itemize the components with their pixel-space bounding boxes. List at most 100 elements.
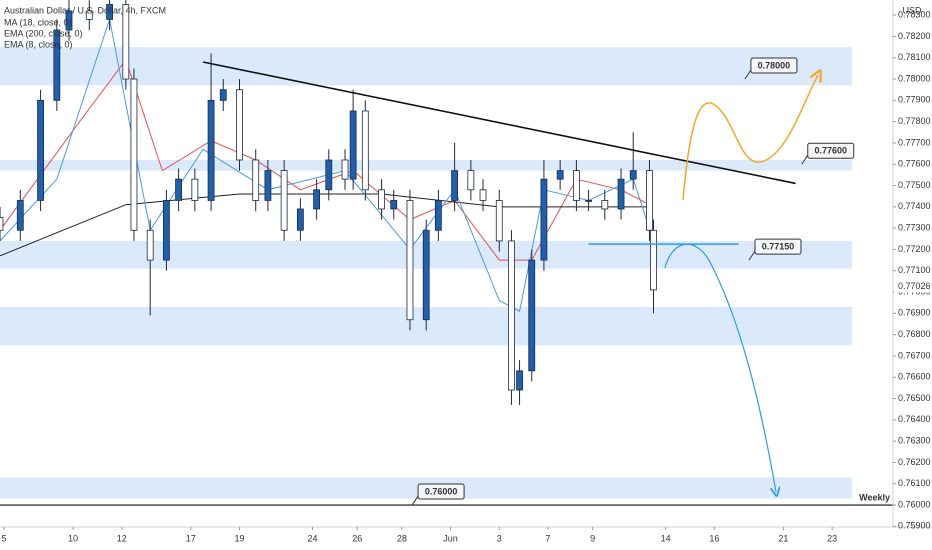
candle-body (191, 178, 199, 201)
candle-body (280, 170, 288, 231)
candle-body (540, 178, 548, 261)
candle-body (390, 200, 398, 210)
projection-arrow (664, 243, 776, 492)
currency: USD (902, 5, 922, 15)
candle-body (207, 99, 215, 201)
x-tick-label: 12 (117, 533, 127, 543)
y-tick-label: 0.77500 (898, 180, 931, 190)
y-tick-label: 0.76600 (898, 372, 931, 382)
y-tick-label: 0.76900 (898, 308, 931, 318)
callout-label: 0.77600 (814, 146, 847, 156)
candle-body (422, 229, 430, 321)
y-tick-label: 0.77100 (898, 265, 931, 275)
level-label: Weekly (859, 492, 890, 502)
candle-body (175, 178, 183, 201)
candle-body (313, 189, 321, 210)
callout-box (754, 238, 802, 255)
candle-body (556, 170, 564, 180)
zone (0, 47, 852, 86)
y-tick-label: 0.78200 (898, 31, 931, 41)
candle-body (53, 29, 61, 101)
callout-label: 0.76000 (425, 486, 458, 496)
y-tick-label: 0.77600 (898, 159, 931, 169)
y-tick-label: 0.78300 (898, 9, 931, 19)
y-tick-label: 0.76000 (898, 499, 931, 509)
x-tick-label: 14 (661, 533, 671, 543)
y-tick-label: 0.76700 (898, 350, 931, 360)
callout-label: 0.78000 (758, 60, 791, 70)
candle-body (65, 10, 73, 31)
y-tick-label: 0.77200 (898, 244, 931, 254)
legend-entry: MA (18, close, 0) (4, 17, 72, 27)
candle-body (617, 178, 625, 210)
y-tick-label: 0.76300 (898, 436, 931, 446)
callout-box (750, 57, 798, 74)
callout-box (807, 142, 855, 159)
zone (0, 159, 852, 171)
y-tick-label: 0.76800 (898, 329, 931, 339)
candle-body (122, 4, 130, 80)
x-tick-label: 9 (590, 533, 595, 543)
callout-pointer (744, 69, 752, 80)
chart-title: Australian Dollar / U.S. Dollar, 4h, FXC… (4, 5, 166, 15)
candle-body (146, 229, 154, 261)
candle-body (37, 99, 44, 201)
y-tick-label: 0.77400 (898, 201, 931, 211)
x-tick-label: 21 (778, 533, 788, 543)
candle-body (479, 189, 487, 201)
last-price-label: 0.77026 (898, 281, 931, 291)
y-tick-label: 0.76400 (898, 414, 931, 424)
candle-body (467, 170, 475, 191)
moving-average (0, 193, 650, 257)
candle-body (406, 200, 414, 321)
last-price-box (894, 280, 932, 293)
x-tick-label: 3 (497, 533, 502, 543)
candle-body (629, 170, 637, 180)
candle-body (16, 200, 24, 231)
candle-body (341, 159, 349, 180)
candle-body (451, 170, 459, 201)
candle-body (434, 200, 442, 231)
candle-body (495, 200, 503, 242)
y-tick-label: 0.77300 (898, 223, 931, 233)
candle-body (163, 200, 170, 261)
candle-body (516, 370, 523, 391)
y-tick-label: 0.78100 (898, 52, 931, 62)
candle-body (106, 4, 113, 20)
candle-body (219, 89, 227, 101)
legend-entry: EMA (8, close, 0) (4, 39, 73, 49)
y-tick-label: 0.77800 (898, 116, 931, 126)
trendline (202, 61, 796, 185)
x-tick-label: 24 (308, 533, 318, 543)
x-tick-label: 17 (186, 533, 196, 543)
candle-body (361, 110, 369, 191)
projection-arrow (682, 75, 818, 201)
candle-body (296, 208, 304, 231)
candle-body (585, 200, 592, 202)
x-tick-label: 7 (545, 533, 550, 543)
candle-body (572, 170, 580, 201)
x-tick-label: 28 (397, 533, 407, 543)
x-tick-label: 26 (352, 533, 362, 543)
candle-body (508, 240, 515, 391)
candle-body (0, 217, 4, 231)
callout-pointer (748, 250, 756, 261)
y-tick-label: 0.75900 (898, 521, 931, 531)
price-axis (893, 0, 932, 550)
candle-body (252, 159, 260, 201)
y-tick-label: 0.78000 (898, 73, 931, 83)
legend-entry: EMA (200, close, 0) (4, 28, 83, 38)
candle-body (85, 10, 93, 20)
candle-body (264, 170, 272, 201)
x-tick-label: 23 (827, 533, 837, 543)
x-tick-label: 10 (68, 533, 78, 543)
x-tick-label: 16 (709, 533, 719, 543)
candle-body (325, 159, 333, 191)
candle-body (349, 110, 357, 180)
candle-body (130, 78, 138, 231)
x-tick-label: 19 (234, 533, 244, 543)
candle-body (528, 259, 536, 372)
candle-body (650, 229, 657, 291)
y-tick-label: 0.76100 (898, 478, 931, 488)
